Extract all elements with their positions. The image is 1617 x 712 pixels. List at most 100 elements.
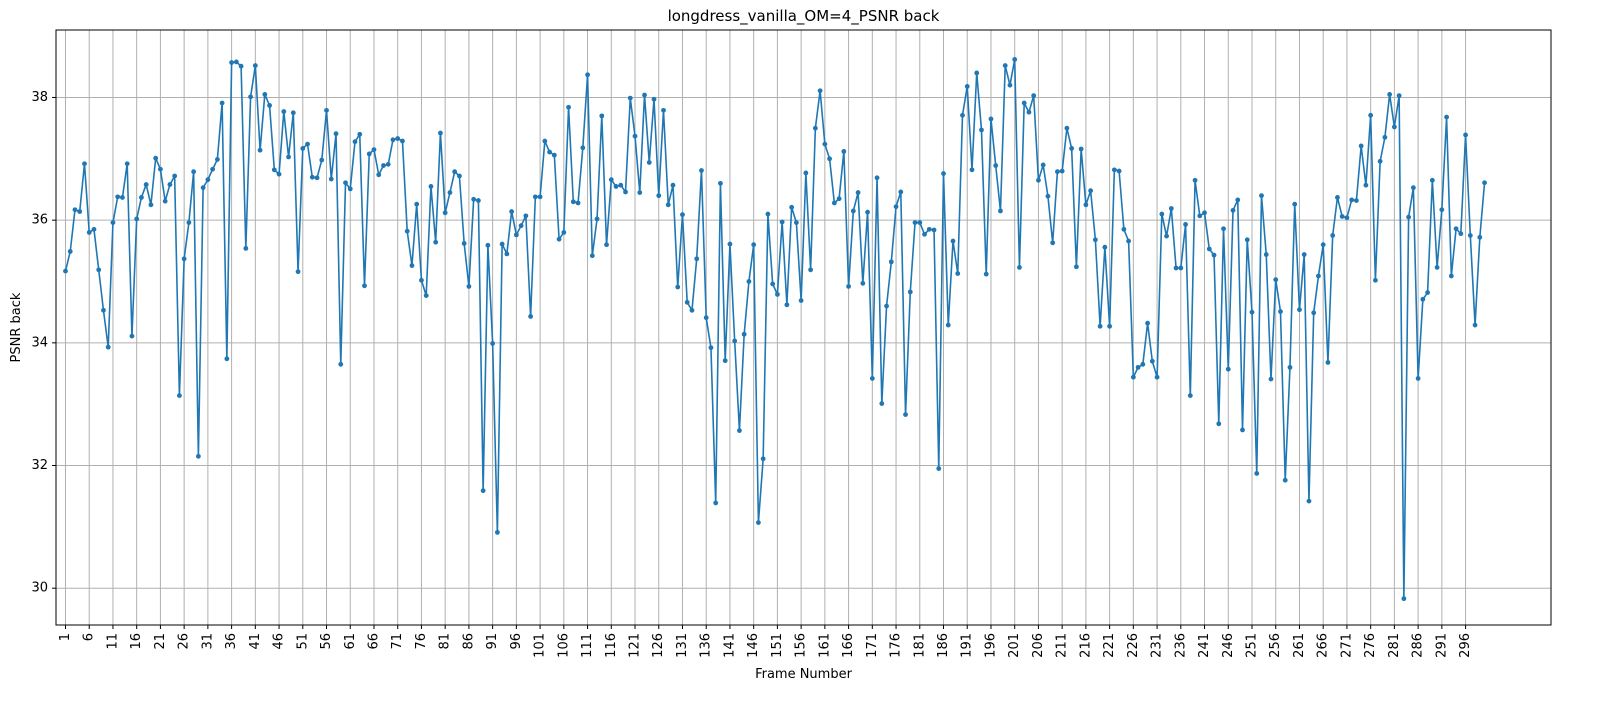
x-tick-label: 21 xyxy=(153,633,168,650)
data-point xyxy=(1377,158,1383,164)
x-tick-label: 246 xyxy=(1221,633,1236,658)
x-tick-label: 281 xyxy=(1387,633,1402,658)
data-point xyxy=(476,198,481,203)
data-point xyxy=(1320,242,1326,248)
data-point xyxy=(314,175,320,181)
data-point xyxy=(960,112,965,118)
data-point xyxy=(941,171,946,176)
data-point xyxy=(1244,237,1250,243)
data-point xyxy=(713,500,719,506)
data-point xyxy=(775,291,780,297)
data-point xyxy=(257,147,263,153)
data-point xyxy=(1159,211,1165,217)
data-point xyxy=(414,201,420,207)
data-point xyxy=(143,182,149,187)
data-point xyxy=(167,182,173,187)
data-point xyxy=(419,277,424,283)
x-tick-label: 1 xyxy=(58,633,73,641)
data-point xyxy=(305,141,310,147)
data-point xyxy=(376,172,382,178)
data-point xyxy=(91,226,97,232)
data-point xyxy=(1017,264,1022,270)
data-point xyxy=(665,202,671,208)
data-point xyxy=(831,200,837,206)
data-point xyxy=(613,184,619,189)
data-point xyxy=(385,161,391,167)
data-point xyxy=(300,145,306,151)
data-point xyxy=(210,166,216,172)
data-point xyxy=(1287,364,1293,370)
data-point xyxy=(181,256,187,262)
data-point xyxy=(1036,177,1041,183)
data-point xyxy=(1463,132,1468,138)
x-tick-label: 231 xyxy=(1150,633,1165,658)
data-point xyxy=(651,96,657,102)
data-point xyxy=(101,307,106,313)
data-point xyxy=(442,210,448,216)
x-axis-title: Frame Number xyxy=(755,667,853,682)
data-point xyxy=(400,138,405,144)
plot-area-frame xyxy=(55,29,1552,626)
data-point xyxy=(238,63,244,69)
data-point xyxy=(1391,124,1397,130)
data-point xyxy=(1135,364,1141,370)
data-point xyxy=(836,196,842,202)
data-point xyxy=(694,256,700,262)
x-tick-label: 41 xyxy=(248,633,263,650)
data-point xyxy=(461,241,467,246)
data-point xyxy=(63,268,68,274)
data-point xyxy=(438,130,443,136)
data-point xyxy=(1458,231,1464,237)
data-point xyxy=(191,169,197,175)
data-point xyxy=(1187,393,1193,398)
data-point xyxy=(855,190,861,195)
data-point xyxy=(879,401,885,406)
data-point xyxy=(1448,273,1454,279)
data-point xyxy=(1102,244,1108,250)
x-tick-label: 51 xyxy=(295,633,310,650)
data-point xyxy=(642,92,647,98)
data-point xyxy=(570,199,576,205)
data-point xyxy=(1363,182,1369,188)
x-tick-label: 251 xyxy=(1245,633,1260,658)
x-tick-label: 36 xyxy=(224,633,239,650)
data-point xyxy=(983,271,989,277)
data-point xyxy=(1026,109,1032,115)
data-point xyxy=(955,271,961,276)
data-point xyxy=(1021,100,1027,106)
data-point xyxy=(1202,210,1207,216)
data-point xyxy=(646,160,652,165)
data-point xyxy=(1249,309,1255,315)
x-tick-label: 261 xyxy=(1292,633,1307,658)
data-point xyxy=(1354,198,1359,203)
data-point xyxy=(452,169,458,175)
x-tick-label: 76 xyxy=(414,633,429,650)
data-point xyxy=(566,104,571,110)
data-point xyxy=(1145,320,1150,326)
data-point xyxy=(1415,376,1421,381)
data-point xyxy=(808,267,814,273)
x-tick-label: 236 xyxy=(1173,633,1188,658)
data-point xyxy=(784,302,790,308)
data-point xyxy=(485,242,491,248)
data-point xyxy=(186,220,192,226)
data-point xyxy=(177,393,182,398)
x-tick-label: 186 xyxy=(936,633,951,658)
x-tick-label: 196 xyxy=(983,633,998,658)
x-tick-label: 61 xyxy=(343,633,358,650)
data-point xyxy=(276,171,282,177)
data-point xyxy=(219,100,225,106)
data-point xyxy=(72,207,78,213)
grid-lines xyxy=(56,30,1551,625)
data-point xyxy=(67,249,73,254)
data-point xyxy=(1339,214,1345,219)
data-point xyxy=(907,289,913,295)
data-point xyxy=(1064,125,1070,131)
x-tick-label: 286 xyxy=(1411,633,1426,658)
data-point xyxy=(869,376,875,381)
data-point xyxy=(656,193,662,199)
data-point xyxy=(670,182,676,188)
data-point xyxy=(542,138,548,144)
data-point xyxy=(224,356,230,362)
